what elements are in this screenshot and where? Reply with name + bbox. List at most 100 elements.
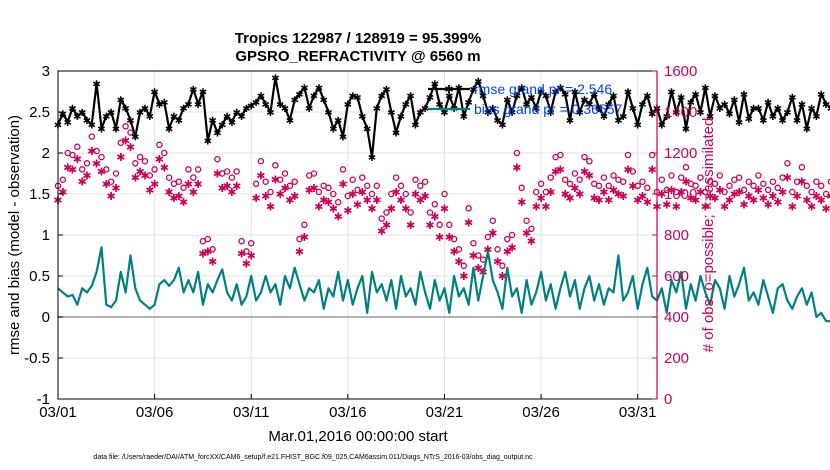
assimilated-obs-marker: ✱	[435, 231, 444, 244]
rmse-marker: ✱	[184, 100, 192, 111]
y-right-tick-label: 800	[664, 227, 689, 244]
possible-obs-marker	[223, 168, 231, 175]
rmse-marker: ✱	[769, 112, 777, 123]
possible-obs-marker	[88, 133, 96, 140]
assimilated-obs-marker: ✱	[763, 198, 772, 211]
rmse-marker: ✱	[440, 108, 448, 119]
assimilated-obs-marker: ✱	[280, 182, 289, 195]
rmse-marker: ✱	[479, 92, 487, 103]
assimilated-obs-marker: ✱	[218, 182, 227, 195]
assimilated-obs-marker: ✱	[140, 170, 149, 183]
possible-obs-marker	[363, 182, 371, 190]
possible-obs-marker	[132, 160, 139, 167]
possible-obs-marker	[209, 246, 216, 253]
possible-obs-marker	[789, 188, 796, 196]
possible-obs-marker	[760, 180, 767, 188]
assimilated-obs-marker: ✱	[677, 186, 686, 199]
rmse-marker: ✱	[107, 108, 115, 119]
assimilated-obs-marker: ✱	[227, 186, 236, 199]
possible-obs-marker	[334, 198, 342, 206]
assimilated-obs-marker: ✱	[97, 166, 106, 179]
x-tick-label: 03/26	[522, 404, 560, 421]
y-left-tick-label: 2	[42, 145, 50, 162]
assimilated-obs-marker: ✱	[614, 188, 623, 201]
rmse-marker: ✱	[421, 104, 429, 115]
assimilated-obs-marker: ✱	[247, 250, 256, 263]
rmse-marker: ✱	[566, 116, 574, 127]
possible-obs-marker	[494, 246, 501, 253]
possible-obs-marker	[412, 176, 419, 183]
possible-obs-marker	[325, 184, 332, 192]
possible-obs-marker	[673, 188, 680, 196]
y-axis-left-label: rmse and bias (model - observation)	[6, 115, 23, 355]
rmse-marker: ✱	[812, 112, 820, 123]
y-left-tick-label: 2.5	[29, 104, 50, 121]
rmse-marker: ✱	[392, 129, 400, 140]
assimilated-obs-marker: ✱	[58, 186, 67, 199]
chart-title: Tropics 122987 / 128919 = 95.399%	[235, 30, 481, 47]
possible-obs-marker	[397, 182, 405, 190]
rmse-marker: ✱	[803, 124, 811, 135]
rmse-marker: ✱	[112, 124, 120, 135]
assimilated-obs-marker: ✱	[305, 184, 314, 197]
possible-obs-marker	[426, 209, 434, 216]
possible-obs-marker	[803, 182, 811, 190]
rmse-marker: ✱	[537, 88, 545, 99]
assimilated-obs-marker: ✱	[266, 200, 275, 213]
assimilated-obs-marker: ✱	[329, 202, 338, 215]
assimilated-obs-marker: ✱	[749, 194, 758, 207]
possible-obs-marker	[610, 172, 617, 179]
rmse-marker: ✱	[208, 116, 216, 127]
rmse-marker: ✱	[320, 96, 328, 107]
assimilated-obs-marker: ✱	[778, 186, 787, 199]
rmse-marker: ✱	[571, 88, 579, 99]
rmse-marker: ✱	[237, 112, 245, 123]
assimilated-obs-marker: ✱	[638, 190, 647, 203]
x-tick-label: 03/31	[619, 404, 657, 421]
possible-obs-marker	[93, 147, 100, 155]
rmse-marker: ✱	[658, 120, 666, 131]
assimilated-obs-marker: ✱	[498, 270, 507, 283]
assimilated-obs-marker: ✱	[102, 178, 111, 191]
rmse-marker: ✱	[276, 100, 284, 111]
possible-obs-marker	[301, 221, 308, 229]
assimilated-obs-marker: ✱	[285, 194, 294, 207]
rmse-marker: ✱	[150, 88, 158, 99]
rmse-marker: ✱	[576, 108, 584, 119]
possible-obs-marker	[619, 178, 627, 185]
possible-obs-marker	[663, 186, 670, 194]
x-axis-label: Mar.01,2016 00:00:00 start	[268, 428, 448, 445]
possible-obs-marker	[262, 178, 269, 185]
rmse-marker: ✱	[271, 74, 279, 85]
rmse-marker: ✱	[266, 108, 274, 119]
possible-obs-marker	[107, 178, 115, 185]
y-left-tick-label: 0.5	[29, 268, 50, 285]
assimilated-obs-marker: ✱	[135, 166, 144, 179]
rmse-marker: ✱	[580, 96, 588, 107]
rmse-marker: ✱	[774, 104, 782, 115]
possible-obs-marker	[726, 182, 733, 190]
possible-obs-marker	[827, 178, 830, 185]
y-right-tick-label: 400	[664, 309, 689, 326]
rmse-marker: ✱	[59, 110, 67, 121]
possible-obs-marker	[682, 164, 690, 171]
y-right-tick-label: 1600	[664, 63, 697, 80]
rmse-marker: ✱	[160, 98, 168, 109]
assimilated-obs-marker: ✱	[295, 245, 304, 258]
rmse-marker: ✱	[691, 90, 699, 101]
assimilated-obs-marker: ✱	[662, 198, 671, 211]
assimilated-obs-marker: ✱	[454, 256, 463, 269]
possible-obs-marker	[349, 176, 356, 183]
assimilated-obs-marker: ✱	[619, 190, 628, 203]
rmse-marker: ✱	[556, 83, 564, 94]
rmse-marker: ✱	[286, 116, 294, 127]
rmse-marker: ✱	[228, 118, 236, 129]
rmse-marker: ✱	[600, 112, 608, 123]
rmse-marker: ✱	[822, 100, 830, 111]
rmse-marker: ✱	[754, 104, 762, 115]
rmse-marker: ✱	[223, 112, 231, 123]
assimilated-obs-marker: ✱	[715, 184, 724, 197]
assimilated-obs-marker: ✱	[604, 194, 613, 207]
rmse-marker: ✱	[551, 88, 559, 99]
rmse-marker: ✱	[503, 96, 511, 107]
